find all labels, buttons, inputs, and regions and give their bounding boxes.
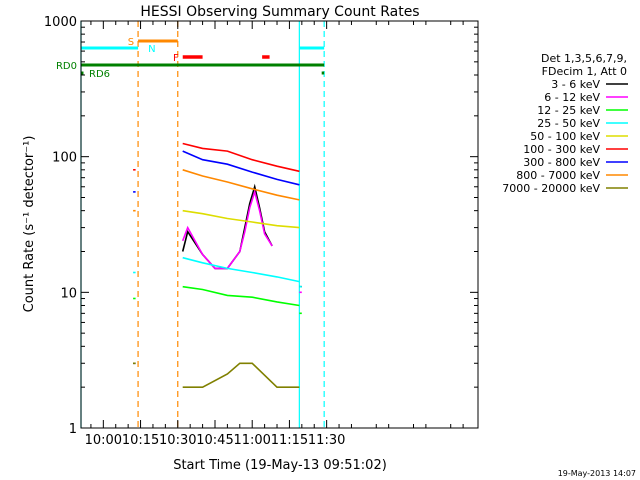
y-tick-label: 10 [60, 286, 77, 301]
legend-label: 12 - 25 keV [537, 104, 600, 117]
legend-header: Det 1,3,5,6,7,9, [541, 52, 627, 65]
legend-label: 3 - 6 keV [551, 78, 600, 91]
x-tick-label: 11:30 [308, 433, 345, 448]
series-line [182, 362, 300, 389]
x-tick-label: 11:00 [233, 433, 270, 448]
flag-label: RD0 [56, 61, 77, 72]
observing-flags: S N F RD0 RD6 [56, 37, 325, 80]
axes: 10:00 10:15 10:30 10:45 11:00 11:15 11:30 1 10 10… [44, 15, 478, 448]
x-tick-label: 10:00 [85, 433, 122, 448]
y-tick-label: 1000 [44, 15, 77, 30]
flag-label: F [173, 53, 179, 64]
series-line [182, 150, 300, 186]
legend: Det 1,3,5,6,7,9,FDecim 1, Att 03 - 6 keV… [502, 52, 628, 195]
x-tick-label: 10:15 [122, 433, 159, 448]
flag-label: S [128, 37, 134, 48]
series-line [182, 285, 300, 307]
y-tick-label: 100 [52, 151, 77, 166]
legend-label: 50 - 100 keV [530, 130, 600, 143]
series-line [181, 183, 273, 270]
x-tick-label: 10:30 [159, 433, 196, 448]
y-axis-label: Count Rate (s⁻¹ detector⁻¹) [22, 136, 37, 313]
legend-header: FDecim 1, Att 0 [542, 65, 627, 78]
time-markers [80, 21, 325, 428]
x-tick-label: 10:45 [196, 433, 233, 448]
plot-frame [80, 20, 479, 429]
legend-label: 7000 - 20000 keV [502, 182, 600, 195]
legend-label: 800 - 7000 keV [516, 169, 600, 182]
legend-label: 100 - 300 keV [523, 143, 600, 156]
flag-label: RD6 [89, 69, 110, 80]
x-axis-label: Start Time (19-May-13 09:51:02) [173, 458, 387, 473]
legend-label: 300 - 800 keV [523, 156, 600, 169]
x-tick-label: 11:15 [271, 433, 308, 448]
y-tick-label: 1 [69, 422, 77, 437]
legend-label: 6 - 12 keV [544, 91, 600, 104]
series-line [181, 189, 273, 270]
series-lines [133, 142, 302, 389]
series-line [182, 256, 300, 283]
series-line [182, 169, 300, 201]
series-line [182, 209, 300, 229]
footer-date: 19-May-2013 14:07 [558, 469, 636, 478]
series-line [182, 142, 300, 173]
legend-label: 25 - 50 keV [537, 117, 600, 130]
flag-label: N [148, 44, 155, 55]
chart-title: HESSI Observing Summary Count Rates [140, 4, 419, 20]
